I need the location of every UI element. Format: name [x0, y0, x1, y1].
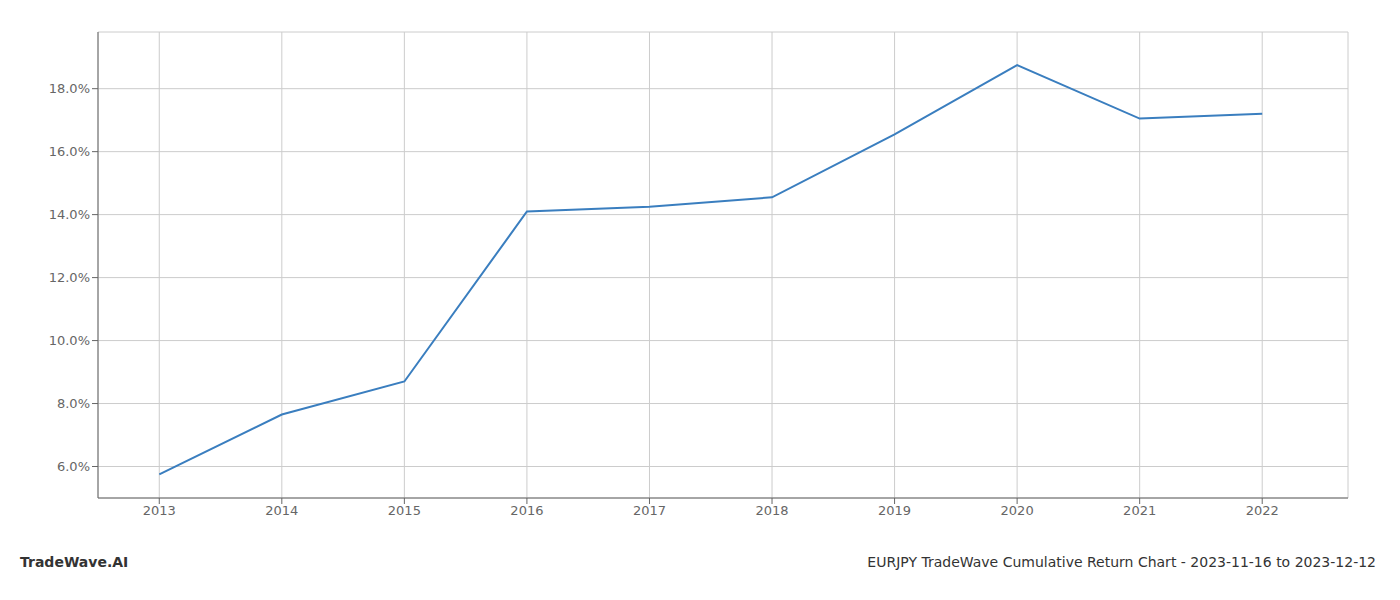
svg-text:2021: 2021 [1123, 503, 1156, 518]
svg-text:2014: 2014 [265, 503, 298, 518]
svg-text:2022: 2022 [1246, 503, 1279, 518]
svg-text:2017: 2017 [633, 503, 666, 518]
svg-text:10.0%: 10.0% [49, 333, 90, 348]
svg-text:2015: 2015 [388, 503, 421, 518]
svg-text:6.0%: 6.0% [57, 459, 90, 474]
svg-text:12.0%: 12.0% [49, 270, 90, 285]
svg-text:2013: 2013 [143, 503, 176, 518]
svg-text:14.0%: 14.0% [49, 207, 90, 222]
html-text:TradeWave.AI: TradeWave.AI [20, 554, 129, 570]
svg-text:18.0%: 18.0% [49, 81, 90, 96]
svg-text:2019: 2019 [878, 503, 911, 518]
svg-text:2018: 2018 [755, 503, 788, 518]
html-text:EURJPY TradeWave Cumulative Re: EURJPY TradeWave Cumulative Return Chart… [867, 554, 1376, 570]
svg-text:2020: 2020 [1001, 503, 1034, 518]
svg-text:2016: 2016 [510, 503, 543, 518]
svg-text:16.0%: 16.0% [49, 144, 90, 159]
svg-text:8.0%: 8.0% [57, 396, 90, 411]
